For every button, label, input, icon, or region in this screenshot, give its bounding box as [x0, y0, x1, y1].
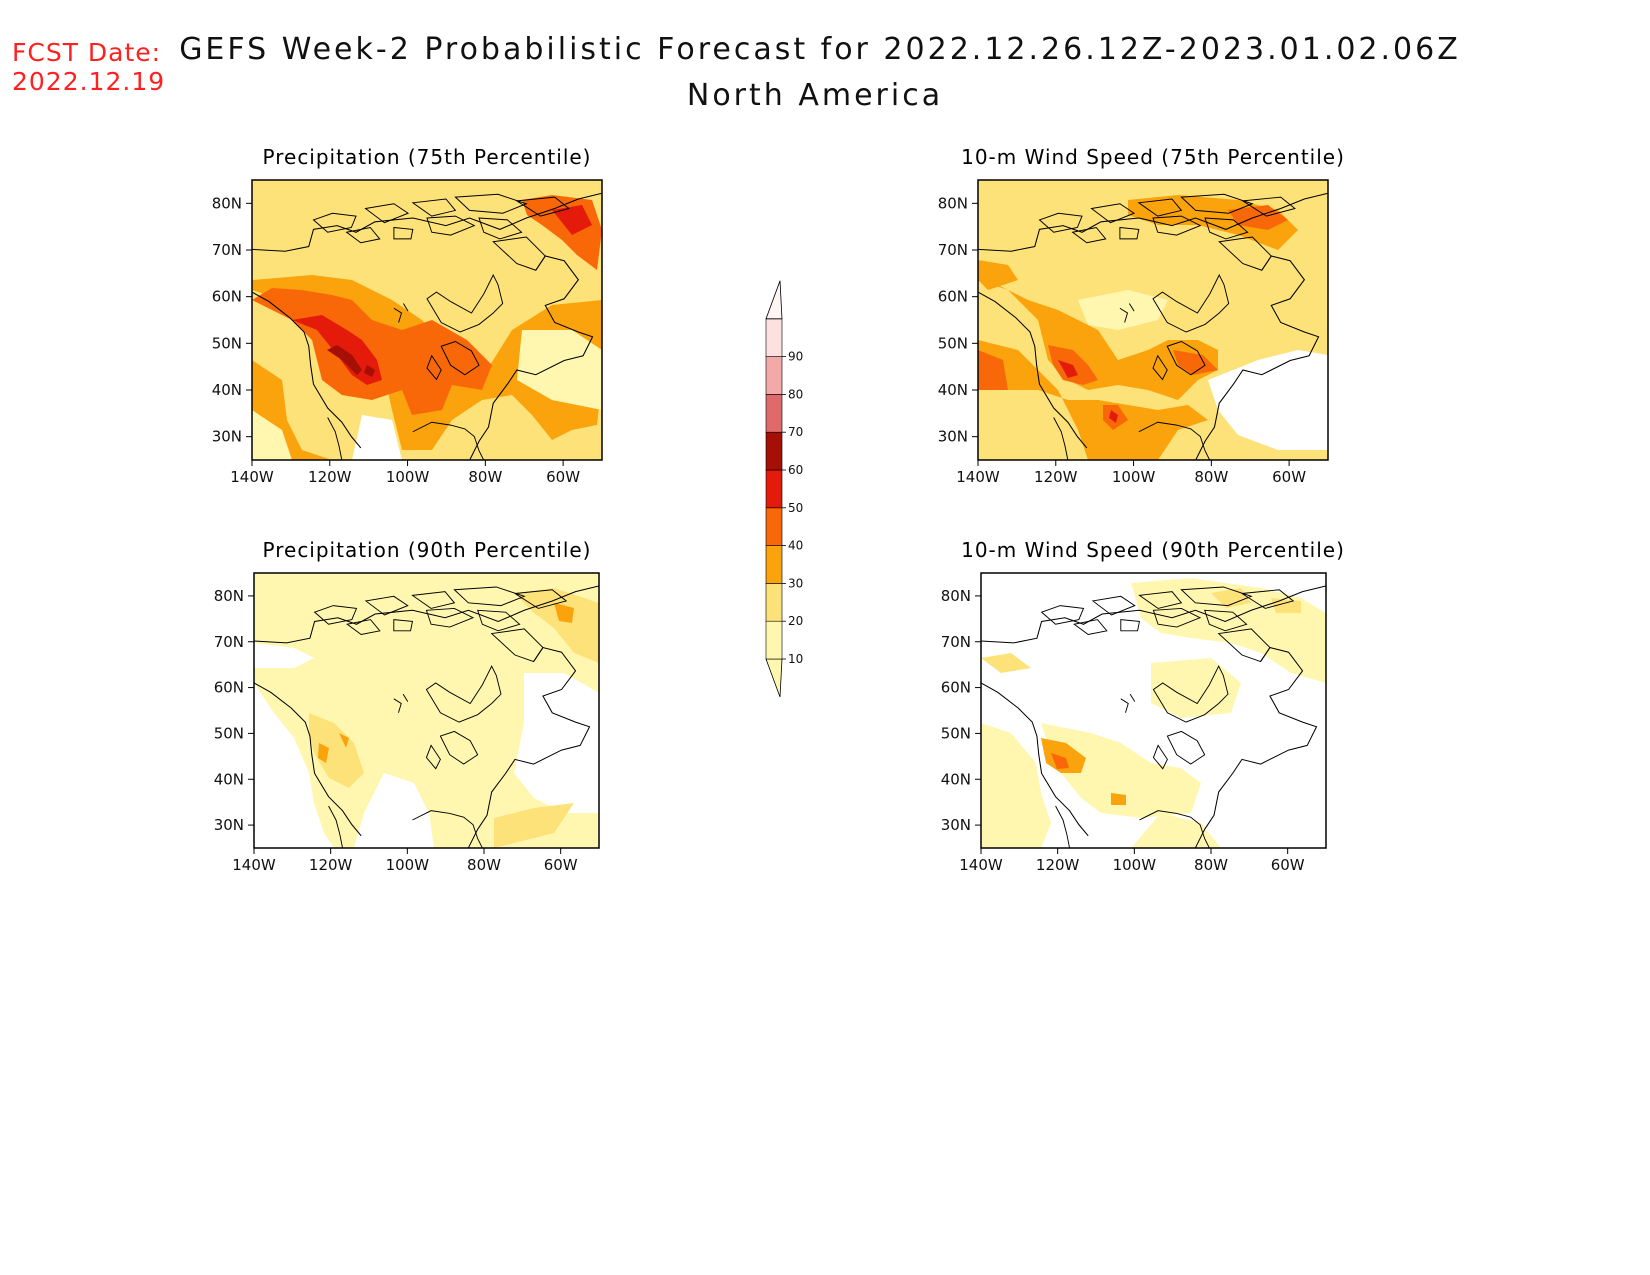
lat-tick-label: 30N	[941, 816, 971, 834]
forecast-date-block: FCST Date: 2022.12.19	[12, 38, 165, 96]
panel-title-precip75: Precipitation (75th Percentile)	[263, 145, 592, 169]
colorbar: 10 20 30 40 50 60 70 80 90	[765, 280, 803, 698]
colorbar-end-low	[765, 658, 783, 698]
lon-tick-label: 100W	[386, 856, 430, 874]
lon-tick-label: 100W	[386, 468, 430, 486]
colorbar-segment	[765, 394, 783, 433]
lat-tick-label: 60N	[941, 679, 971, 697]
lat-tick-label: 70N	[212, 241, 242, 259]
lon-tick-label: 120W	[308, 468, 352, 486]
page-subtitle: North America	[686, 78, 944, 113]
colorbar-segment	[765, 507, 783, 546]
colorbar-label: 10	[788, 652, 803, 666]
lat-tick-labels: 80N 70N 60N 50N 40N 30N 80N 70N 60N 50N 40N 30N 80N 7…	[212, 194, 981, 834]
lat-tick-label: 30N	[212, 428, 242, 446]
colorbar-segment	[765, 545, 783, 584]
lon-tick-label: 60W	[1272, 468, 1306, 486]
panel-title-precip90: Precipitation (90th Percentile)	[263, 538, 592, 562]
panel-precip75: Precipitation (75th Percentile)	[251, 145, 603, 461]
forecast-date-value: 2022.12.19	[12, 67, 166, 96]
lon-tick-label: 140W	[230, 468, 274, 486]
lat-tick-label: 50N	[938, 334, 968, 352]
lat-tick-label: 80N	[941, 587, 971, 605]
lat-tick-label: 80N	[214, 587, 244, 605]
lat-tick-label: 40N	[212, 381, 242, 399]
lat-tick-label: 40N	[214, 770, 244, 788]
page-title: GEFS Week-2 Probabilistic Forecast for 2…	[179, 32, 1461, 67]
panel-precip90: Precipitation (90th Percentile)	[253, 538, 600, 849]
colorbar-end-high	[765, 280, 783, 320]
lat-tick-label: 40N	[938, 381, 968, 399]
lon-tick-label: 100W	[1113, 856, 1157, 874]
lat-tick-label: 50N	[214, 724, 244, 742]
panel-title-wind90: 10-m Wind Speed (90th Percentile)	[961, 538, 1345, 562]
forecast-date-label: FCST Date:	[12, 38, 162, 67]
lat-tick-label: 80N	[938, 194, 968, 212]
colorbar-label: 70	[788, 425, 803, 439]
lat-tick-label: 60N	[212, 288, 242, 306]
colorbar-segment	[765, 620, 783, 660]
lat-tick-label: 60N	[214, 679, 244, 697]
colorbar-label: 90	[788, 350, 803, 364]
colorbar-segment	[765, 318, 783, 357]
lon-tick-label: 120W	[1034, 468, 1078, 486]
colorbar-label: 20	[788, 614, 803, 628]
lon-tick-label: 120W	[309, 856, 353, 874]
lon-tick-label: 140W	[232, 856, 276, 874]
panel-wind75: 10-m Wind Speed (75th Percentile)	[961, 145, 1345, 461]
lon-tick-label: 100W	[1112, 468, 1156, 486]
lat-tick-label: 70N	[214, 633, 244, 651]
lon-tick-label: 80W	[1194, 468, 1228, 486]
lat-tick-label: 70N	[938, 241, 968, 259]
colorbar-label: 30	[788, 576, 803, 590]
colorbar-label: 40	[788, 539, 803, 553]
colorbar-label: 60	[788, 463, 803, 477]
lon-tick-label: 60W	[546, 468, 580, 486]
lon-tick-label: 60W	[544, 856, 578, 874]
colorbar-segment	[765, 356, 783, 395]
lat-tick-label: 60N	[938, 288, 968, 306]
colorbar-segment	[765, 469, 783, 509]
lon-tick-label: 80W	[467, 856, 501, 874]
panel-title-wind75: 10-m Wind Speed (75th Percentile)	[961, 145, 1345, 169]
lat-tick-label: 40N	[941, 770, 971, 788]
lat-tick-label: 50N	[941, 724, 971, 742]
lon-tick-label: 80W	[468, 468, 502, 486]
lat-tick-label: 70N	[941, 633, 971, 651]
colorbar-label: 80	[788, 387, 803, 401]
lat-tick-label: 30N	[938, 428, 968, 446]
lat-tick-label: 30N	[214, 816, 244, 834]
lon-tick-labels: 140W 120W 100W 80W 60W 140W 120W 100W 80W 60W 140W…	[230, 460, 1306, 874]
lon-tick-label: 140W	[959, 856, 1003, 874]
lon-tick-label: 120W	[1036, 856, 1080, 874]
lon-tick-label: 80W	[1194, 856, 1228, 874]
panel-wind90: 10-m Wind Speed (90th Percentile)	[961, 538, 1345, 849]
colorbar-label: 50	[788, 501, 803, 515]
lat-tick-label: 50N	[212, 334, 242, 352]
lon-tick-label: 140W	[956, 468, 1000, 486]
colorbar-segment	[765, 431, 783, 471]
colorbar-segment	[765, 583, 783, 622]
lat-tick-label: 80N	[212, 194, 242, 212]
lon-tick-label: 60W	[1271, 856, 1305, 874]
